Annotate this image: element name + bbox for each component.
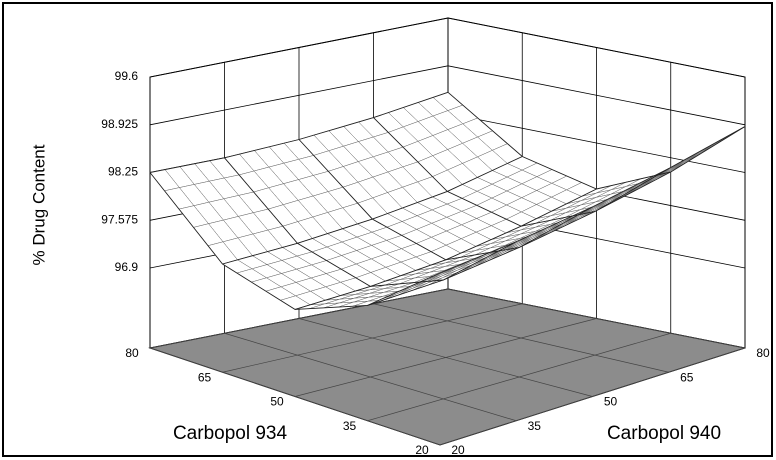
y-tick-label: 65 <box>680 370 694 384</box>
x-axis-label: Carbopol 934 <box>173 423 288 444</box>
y-tick-label: 20 <box>451 443 465 457</box>
x-tick-label: 65 <box>198 370 212 384</box>
surface-line <box>149 172 441 310</box>
floor-grid <box>298 318 593 397</box>
x-tick-label: 50 <box>270 395 284 409</box>
x-tick-label: 80 <box>125 346 139 360</box>
surface <box>149 91 746 310</box>
y-tick-label: 35 <box>528 419 542 433</box>
z-axis-label: % Drug Content <box>29 144 48 265</box>
y-tick-label: 50 <box>604 395 618 409</box>
x-tick-label: 20 <box>415 443 429 457</box>
x-tick-label: 35 <box>343 419 357 433</box>
surface-line <box>373 117 670 227</box>
z-tick-label: 99.6 <box>115 69 139 83</box>
surface-line <box>447 91 746 190</box>
surface-line <box>298 139 593 261</box>
floor-grid <box>224 332 517 422</box>
z-tick-label: 97.575 <box>101 212 138 226</box>
surface-line <box>224 157 517 287</box>
y-tick-label: 80 <box>756 346 770 360</box>
labels: % Drug Content Carbopol 934 Carbopol 940 <box>29 144 721 444</box>
z-tick-label: 98.925 <box>101 117 138 131</box>
z-tick-label: 96.9 <box>115 260 139 274</box>
z-tick-label: 98.25 <box>108 165 138 179</box>
floor-group <box>148 288 746 446</box>
floor-grid <box>447 288 746 349</box>
floor-grid <box>149 347 441 446</box>
y-axis-label: Carbopol 940 <box>607 423 721 444</box>
floor-grid <box>373 303 669 373</box>
